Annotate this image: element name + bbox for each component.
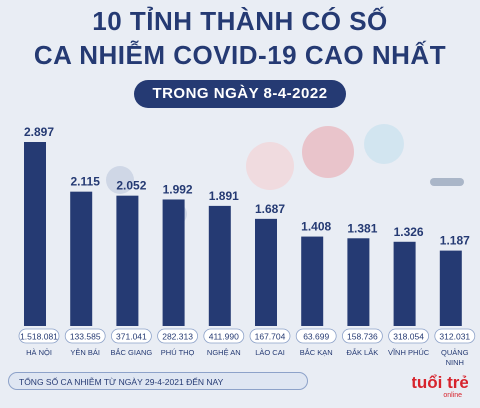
bar-value-label: 1.992 [163, 182, 193, 196]
total-value-label: 167.704 [255, 332, 286, 342]
total-value-label: 318.054 [393, 332, 424, 342]
total-pill [249, 328, 291, 344]
category-label: PHÚ THỌ [161, 348, 195, 357]
chart-title-line-1: 10 TỈNH THÀNH CÓ SỐ [92, 6, 388, 36]
people-illustration [246, 142, 294, 190]
bar [116, 195, 139, 326]
bar [162, 199, 185, 326]
bar [70, 191, 93, 326]
total-pill [388, 328, 430, 344]
total-pill [111, 328, 152, 344]
bar [255, 218, 277, 326]
total-pill [341, 328, 383, 344]
total-value-label: 158.736 [347, 332, 378, 342]
category-label: VĨNH PHÚC [388, 348, 430, 357]
category-label: BẮC GIANG [111, 348, 153, 357]
bar [347, 238, 370, 326]
bar-value-label: 1.187 [440, 234, 470, 248]
bar [24, 142, 46, 326]
total-value-label: 312.031 [439, 332, 470, 342]
total-pill [18, 328, 60, 344]
bar-value-label: 1.891 [209, 189, 239, 203]
people-illustration [302, 126, 354, 178]
total-value-label: 371.041 [116, 332, 147, 342]
total-pill [157, 328, 199, 344]
bar-value-label: 2.052 [116, 179, 146, 193]
total-value-label: 1.518.081 [20, 332, 58, 342]
total-pill [295, 328, 337, 344]
bar [393, 241, 416, 326]
bar-value-label: 2.115 [71, 175, 101, 189]
date-badge: TRONG NGÀY 8-4-2022 [134, 80, 346, 108]
category-label: YÊN BÁI [70, 348, 100, 357]
category-label: HÀ NỘI [26, 348, 52, 357]
tuoitre-logo: tuổi trẻ online [412, 373, 468, 399]
total-pill [203, 328, 245, 344]
svg-text:tuổi trẻ: tuổi trẻ [412, 373, 468, 392]
bar-value-label: 1.326 [394, 225, 424, 239]
bar-value-label: 1.687 [255, 202, 285, 216]
total-value-label: 282.313 [162, 332, 193, 342]
bar [208, 205, 231, 326]
category-label: NINH [446, 358, 464, 367]
bar-value-label: 2.897 [24, 125, 54, 139]
totals-caption: TỔNG SỐ CA NHIỄM TỪ NGÀY 29-4-2021 ĐẾN N… [8, 372, 308, 390]
people-illustration [364, 124, 404, 164]
total-value-label: 411.990 [209, 332, 239, 342]
category-label: BẮC KẠN [300, 348, 333, 357]
bar-value-label: 1.381 [347, 221, 377, 235]
category-label: NGHỆ AN [207, 348, 241, 357]
svg-text:online: online [443, 392, 462, 399]
category-label: QUẢNG [441, 348, 469, 357]
total-pill [434, 328, 476, 344]
total-value-label: 63.699 [303, 332, 329, 342]
bar [439, 250, 462, 326]
virus-decoration [106, 166, 134, 194]
category-label: ĐẮK LẮK [347, 348, 379, 357]
chart-title-line-2: CA NHIỄM COVID-19 CAO NHẤT [33, 40, 447, 70]
total-pill [64, 328, 106, 344]
category-label: LÀO CAI [255, 348, 285, 357]
bar [301, 236, 324, 326]
faucet-decoration [430, 178, 464, 186]
bar-value-label: 1.408 [301, 220, 331, 234]
total-value-label: 133.585 [70, 332, 101, 342]
